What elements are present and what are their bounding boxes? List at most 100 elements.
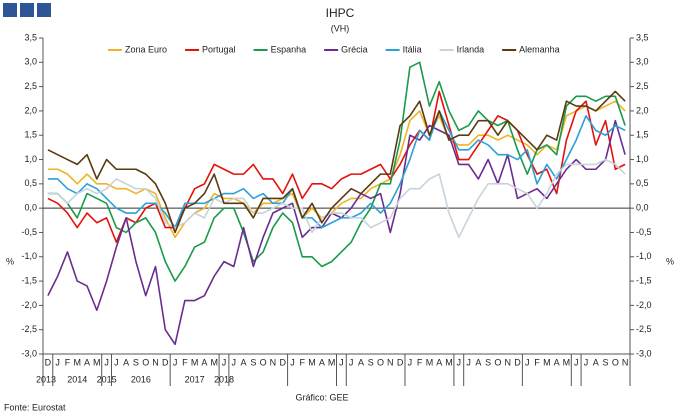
x-tick-label: F [534,357,540,367]
x-tick-label: J [525,357,530,367]
year-label: 2018 [214,374,234,384]
x-tick-label: A [475,357,481,367]
x-tick-label: D [279,357,286,367]
year-label: 2017 [185,374,205,384]
x-tick-label: J [574,357,579,367]
y-tick-label: -1,0 [21,251,37,261]
x-tick-label: M [445,357,453,367]
x-tick-label: M [308,357,316,367]
source: Fonte: Eurostat [4,402,66,412]
x-tick-label: M [93,357,101,367]
y-axis-label: % [6,256,14,266]
legend-label: Zona Euro [125,44,167,54]
x-tick-label: J [408,357,413,367]
y-tick-label: 1,5 [24,130,37,140]
x-tick-label: J [232,357,237,367]
x-tick-label: D [397,357,404,367]
x-tick-label: S [603,357,609,367]
x-tick-label: M [563,357,571,367]
x-tick-label: F [182,357,188,367]
y2-tick-label: -3,0 [636,348,652,358]
legend-label: Itália [403,44,422,54]
x-tick-label: J [584,357,589,367]
x-tick-label: N [152,357,159,367]
x-tick-label: J [55,357,60,367]
x-tick-label: N [622,357,629,367]
x-tick-label: A [358,357,364,367]
x-tick-label: M [426,357,434,367]
logo-block [37,3,51,17]
x-tick-label: N [504,357,511,367]
x-tick-label: N [270,357,277,367]
x-tick-label: M [191,357,199,367]
x-tick-label: A [593,357,599,367]
legend-label: Espanha [271,44,307,54]
series-line [47,110,626,229]
series-line [47,158,626,239]
y-tick-label: -1,5 [21,275,37,285]
x-tick-label: O [260,357,267,367]
credit: Gráfico: GEE [295,392,348,402]
y-tick-label: -2,5 [21,324,37,334]
y2-tick-label: 1,5 [636,130,649,140]
y-tick-label: 2,5 [24,81,37,91]
y-tick-label: 3,0 [24,57,37,67]
year-label: 2016 [131,374,151,384]
y2-axis-label: % [666,256,674,266]
x-tick-label: M [543,357,551,367]
y2-tick-label: -0,5 [636,227,652,237]
y2-tick-label: -2,5 [636,324,652,334]
x-tick-label: S [368,357,374,367]
y-tick-label: 3,5 [24,32,37,42]
x-tick-label: J [349,357,354,367]
x-tick-label: S [133,357,139,367]
y2-tick-label: 0,5 [636,178,649,188]
logo-block [20,3,34,17]
x-tick-label: J [114,357,119,367]
y-tick-label: 1,0 [24,154,37,164]
series-line [47,119,626,346]
x-tick-label: M [73,357,81,367]
y-tick-label: -3,0 [21,348,37,358]
x-tick-label: M [210,357,218,367]
x-tick-label: O [612,357,619,367]
chart-title: IHPC [326,6,355,20]
x-tick-label: A [201,357,207,367]
x-tick-label: J [339,357,344,367]
y2-tick-label: -1,0 [636,251,652,261]
x-tick-label: O [377,357,384,367]
y-tick-label: 0,0 [24,203,37,213]
x-tick-label: A [436,357,442,367]
y2-tick-label: 3,5 [636,32,649,42]
logo-block [3,3,17,17]
x-tick-label: N [387,357,394,367]
chart-subtitle: (VH) [331,23,350,33]
legend-label: Grécia [341,44,368,54]
x-tick-label: F [417,357,423,367]
year-label: 2013 [36,374,56,384]
y-tick-label: 2,0 [24,105,37,115]
x-tick-label: A [319,357,325,367]
y2-tick-label: 1,0 [636,154,649,164]
series-line [47,90,626,234]
y2-tick-label: -1,5 [636,275,652,285]
series-line [47,61,626,282]
y-tick-label: 0,5 [24,178,37,188]
x-tick-label: S [250,357,256,367]
x-tick-label: J [466,357,471,367]
x-tick-label: M [328,357,336,367]
year-label: 2014 [67,374,87,384]
x-tick-label: A [84,357,90,367]
x-tick-label: O [494,357,501,367]
legend-label: Alemanha [519,44,560,54]
y2-tick-label: 2,5 [636,81,649,91]
x-tick-label: O [142,357,149,367]
y2-tick-label: 3,0 [636,57,649,67]
x-tick-label: A [241,357,247,367]
x-tick-label: F [65,357,71,367]
legend-label: Irlanda [457,44,485,54]
x-tick-label: J [104,357,109,367]
x-tick-label: J [457,357,462,367]
y2-tick-label: -2,0 [636,300,652,310]
